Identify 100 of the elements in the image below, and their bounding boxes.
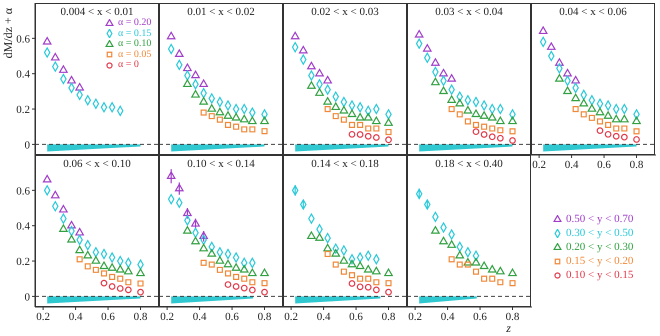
- point: [508, 268, 517, 276]
- point: [572, 106, 579, 112]
- point: [348, 122, 356, 128]
- point: [364, 132, 372, 140]
- point: [183, 79, 192, 88]
- point: [216, 256, 224, 264]
- point: [108, 283, 116, 290]
- point: [365, 276, 372, 282]
- point: [232, 263, 240, 271]
- chart-title: 0.14 < x < 0.18: [310, 158, 380, 170]
- point: [447, 95, 456, 103]
- x-tick-label: 0.2: [284, 310, 298, 323]
- point: [240, 264, 249, 273]
- point: [199, 231, 208, 240]
- x-tick-label: 0.6: [349, 310, 364, 323]
- point: [191, 236, 200, 244]
- chart-title: 0.18 < x < 0.40: [434, 158, 504, 170]
- legend-label: 0.30 < y < 0.50: [566, 226, 634, 240]
- point: [456, 262, 463, 268]
- point: [588, 104, 596, 112]
- point: [315, 233, 324, 241]
- point: [125, 279, 132, 286]
- point: [538, 26, 548, 34]
- y-tick-label: 0.2: [16, 256, 30, 268]
- point: [240, 284, 248, 292]
- point: [621, 125, 628, 132]
- point: [42, 36, 52, 45]
- point: [332, 262, 339, 268]
- point: [365, 125, 372, 132]
- point: [488, 264, 497, 273]
- point: [447, 74, 456, 82]
- point: [384, 268, 393, 276]
- point: [509, 280, 516, 286]
- point: [323, 76, 332, 84]
- point: [372, 134, 380, 141]
- point: [224, 281, 232, 288]
- point: [174, 184, 184, 192]
- x-tick-label: 0.6: [473, 310, 488, 323]
- point: [571, 76, 580, 84]
- point: [248, 286, 256, 294]
- point: [340, 256, 348, 264]
- point: [546, 42, 556, 50]
- point: [108, 263, 116, 271]
- point: [136, 268, 145, 276]
- point: [596, 127, 604, 134]
- point: [372, 266, 381, 274]
- x-tick-label: 0.6: [101, 310, 116, 323]
- point: [183, 226, 192, 234]
- chart-title: 0.03 < x < 0.04: [434, 6, 504, 18]
- point: [472, 268, 480, 275]
- point: [117, 276, 124, 282]
- point: [385, 128, 392, 136]
- point: [290, 32, 300, 40]
- point: [588, 114, 595, 121]
- point: [579, 98, 588, 106]
- point: [464, 106, 472, 114]
- point: [357, 122, 364, 128]
- point: [385, 280, 392, 286]
- x-tick-label: 0.6: [597, 158, 612, 171]
- point: [439, 68, 448, 76]
- point: [596, 108, 604, 116]
- point: [496, 116, 505, 124]
- point: [448, 106, 455, 112]
- point: [324, 250, 331, 258]
- point: [174, 49, 184, 58]
- point: [323, 97, 332, 105]
- x-tick-label: 0.4: [316, 310, 331, 323]
- point: [604, 130, 612, 138]
- y-axis-title: dM/dz + α: [1, 8, 16, 58]
- point: [340, 116, 347, 123]
- x-tick-label: 0.6: [225, 310, 240, 323]
- point: [481, 276, 488, 282]
- point: [356, 283, 364, 290]
- chart-title: 0.10 < x < 0.14: [186, 158, 256, 170]
- legend-label: 0.20 < y < 0.30: [566, 240, 634, 254]
- point: [199, 97, 208, 105]
- point: [249, 126, 256, 132]
- point: [348, 272, 356, 278]
- y-tick-label: 0.2: [16, 104, 30, 116]
- point: [414, 30, 424, 38]
- point: [199, 244, 208, 252]
- x-tick-label: 0.2: [160, 310, 174, 323]
- point: [348, 130, 356, 138]
- x-tick-label: 0.8: [506, 310, 520, 323]
- point: [497, 279, 504, 286]
- point: [340, 268, 347, 275]
- point: [100, 270, 108, 276]
- point: [183, 63, 192, 72]
- x-tick-label: 0.4: [440, 310, 455, 323]
- point: [364, 264, 373, 273]
- legend-label: α = 0.05: [118, 48, 152, 60]
- chart-title: 0.04 < x < 0.06: [558, 6, 628, 18]
- y-tick-label: 0.6: [16, 33, 30, 46]
- point: [191, 90, 200, 98]
- chart-title: 0.01 < x < 0.02: [186, 6, 256, 18]
- point: [298, 46, 308, 54]
- point: [431, 78, 440, 86]
- point: [555, 74, 564, 82]
- point: [75, 246, 84, 254]
- y-tick-label: 0.6: [16, 185, 30, 198]
